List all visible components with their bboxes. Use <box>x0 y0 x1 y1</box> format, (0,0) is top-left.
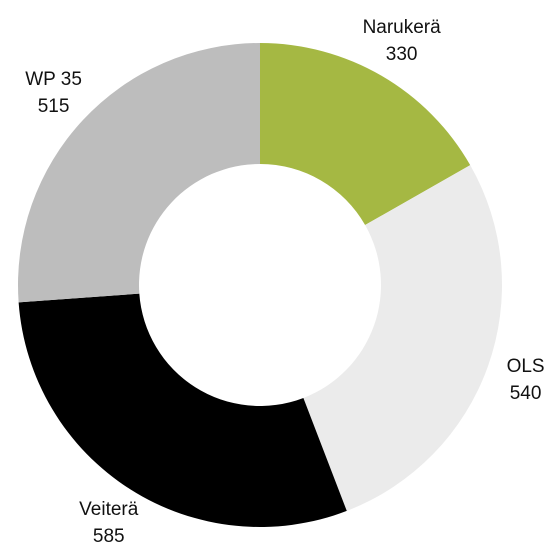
slice-value: 330 <box>386 44 418 65</box>
slice-label: WP 35 <box>25 69 82 90</box>
donut-slice <box>303 165 502 511</box>
slice-value: 540 <box>510 383 542 404</box>
slice-value: 585 <box>93 526 125 547</box>
slice-value: 515 <box>38 96 70 117</box>
donut-slice <box>18 293 347 527</box>
slice-label: Veiterä <box>79 499 139 520</box>
slice-label: Narukerä <box>363 17 442 38</box>
donut-slice <box>260 43 471 226</box>
donut-slice <box>18 43 260 303</box>
slice-label: OLS <box>507 356 545 377</box>
